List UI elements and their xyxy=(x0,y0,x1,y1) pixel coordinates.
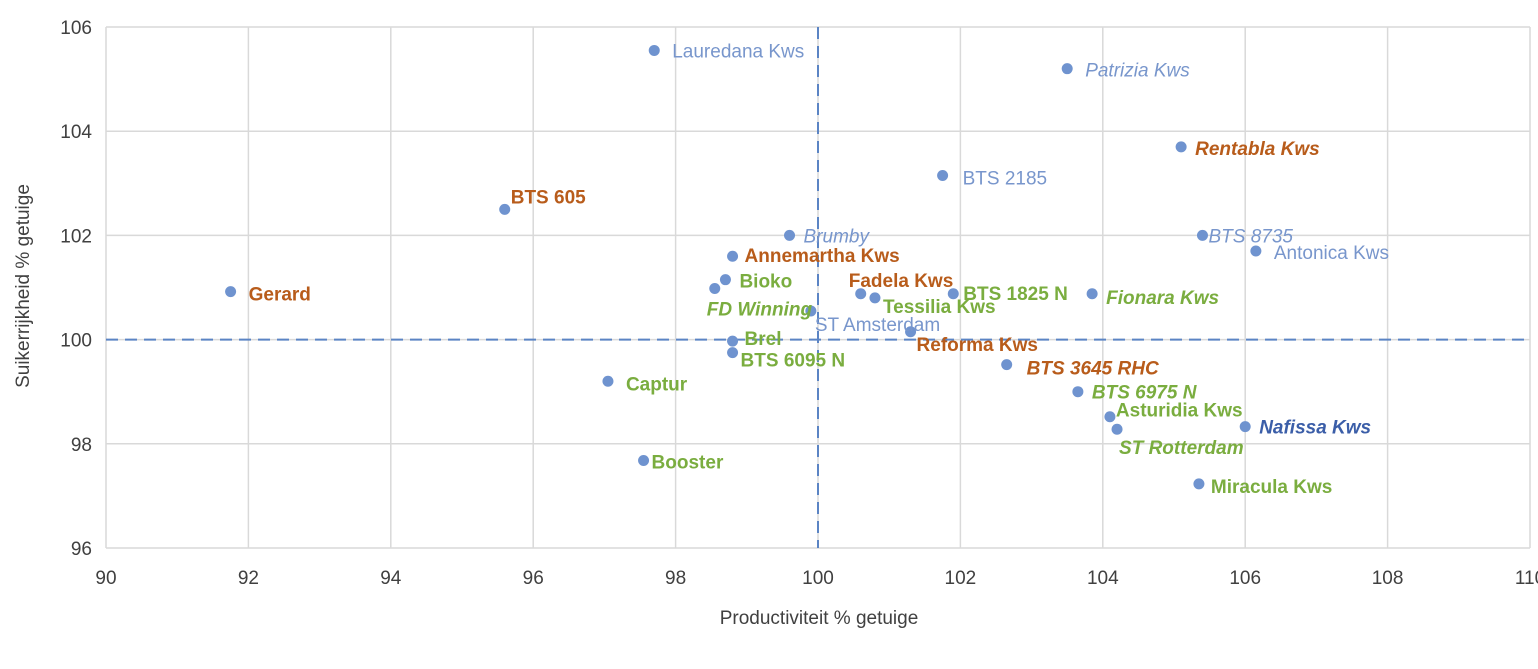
y-tick-label: 96 xyxy=(71,539,92,560)
point-label: Annemartha Kws xyxy=(745,246,900,267)
scatter-point xyxy=(727,347,739,359)
point-label: BTS 8735 xyxy=(1208,226,1293,247)
scatter-point xyxy=(225,286,237,298)
scatter-point xyxy=(1104,411,1116,423)
scatter-point xyxy=(648,44,660,56)
point-label: Brumby xyxy=(804,226,871,247)
point-label: Fadela Kws xyxy=(849,271,954,292)
reference-lines xyxy=(106,27,1530,548)
point-label: FD Winning xyxy=(707,300,813,321)
scatter-point xyxy=(499,203,511,215)
point-label: Patrizia Kws xyxy=(1085,61,1190,82)
scatter-point xyxy=(1086,288,1098,300)
point-label: Brel xyxy=(745,329,782,350)
scatter-point xyxy=(602,375,614,387)
scatter-point xyxy=(805,305,817,317)
point-label: Lauredana Kws xyxy=(672,41,804,62)
point-label: Tessilia Kws xyxy=(883,297,996,318)
point-label: BTS 3645 RHC xyxy=(1027,359,1159,380)
data-points xyxy=(225,44,1262,490)
point-label: BTS 6975 N xyxy=(1092,383,1198,404)
scatter-point xyxy=(638,454,650,466)
x-tick-label: 100 xyxy=(802,568,834,589)
scatter-point xyxy=(869,292,881,304)
point-labels: Lauredana Kws Patrizia Kws Rentabla Kws BTS… xyxy=(249,41,1389,497)
scatter-point xyxy=(1072,386,1084,398)
x-tick-label: 98 xyxy=(665,568,686,589)
scatter-point xyxy=(1175,141,1187,153)
point-label: Captur xyxy=(626,374,688,395)
scatter-point xyxy=(784,229,796,241)
point-label: Booster xyxy=(652,452,724,473)
y-tick-label: 106 xyxy=(60,18,92,39)
point-label: Antonica Kws xyxy=(1274,243,1389,264)
x-tick-label: 104 xyxy=(1087,568,1119,589)
scatter-point xyxy=(905,326,917,338)
point-label: Asturidia Kws xyxy=(1116,401,1243,422)
y-axis-title: Suikerrijkheid % getuige xyxy=(13,184,34,388)
y-tick-label: 102 xyxy=(60,226,92,247)
scatter-point xyxy=(719,274,731,286)
x-tick-label: 90 xyxy=(95,568,116,589)
point-label: Gerard xyxy=(249,285,311,306)
scatter-point xyxy=(947,288,959,300)
scatter-point xyxy=(1250,245,1262,257)
x-axis-title: Productiviteit % getuige xyxy=(720,608,919,629)
scatter-point xyxy=(1239,421,1251,433)
scatter-point xyxy=(1001,359,1013,371)
scatter-point xyxy=(727,250,739,262)
point-label: Miracula Kws xyxy=(1211,477,1332,498)
point-label: BTS 2185 xyxy=(963,168,1048,189)
x-tick-label: 102 xyxy=(945,568,977,589)
tick-labels: 90 92 94 96 98 100 102 104 106 108 110 96 98 100 102 10… xyxy=(60,18,1538,589)
scatter-point xyxy=(937,169,949,181)
point-label: Reforma Kws xyxy=(917,335,1038,356)
point-label: Nafissa Kws xyxy=(1259,418,1371,439)
point-label: ST Amsterdam xyxy=(815,315,940,336)
point-label: BTS 6095 N xyxy=(741,351,846,372)
x-tick-label: 96 xyxy=(523,568,544,589)
point-label: Fionara Kws xyxy=(1106,288,1219,309)
scatter-point xyxy=(1193,478,1205,490)
point-label: Rentabla Kws xyxy=(1195,139,1320,160)
y-tick-label: 98 xyxy=(71,435,92,456)
x-tick-label: 92 xyxy=(238,568,259,589)
scatter-point xyxy=(727,335,739,347)
point-label: BTS 605 xyxy=(511,187,586,208)
scatter-point xyxy=(855,288,867,300)
point-label: ST Rotterdam xyxy=(1119,438,1244,459)
x-tick-label: 108 xyxy=(1372,568,1404,589)
scatter-point xyxy=(1196,229,1208,241)
scatter-point xyxy=(709,283,721,295)
y-tick-label: 100 xyxy=(60,331,92,352)
x-tick-label: 110 xyxy=(1515,568,1538,589)
y-tick-label: 104 xyxy=(60,122,92,143)
scatter-point xyxy=(1111,423,1123,435)
x-tick-label: 106 xyxy=(1229,568,1261,589)
point-label: BTS 1825 N xyxy=(963,284,1068,305)
x-tick-label: 94 xyxy=(380,568,402,589)
scatter-point xyxy=(1061,63,1073,75)
point-label: Bioko xyxy=(739,272,792,293)
